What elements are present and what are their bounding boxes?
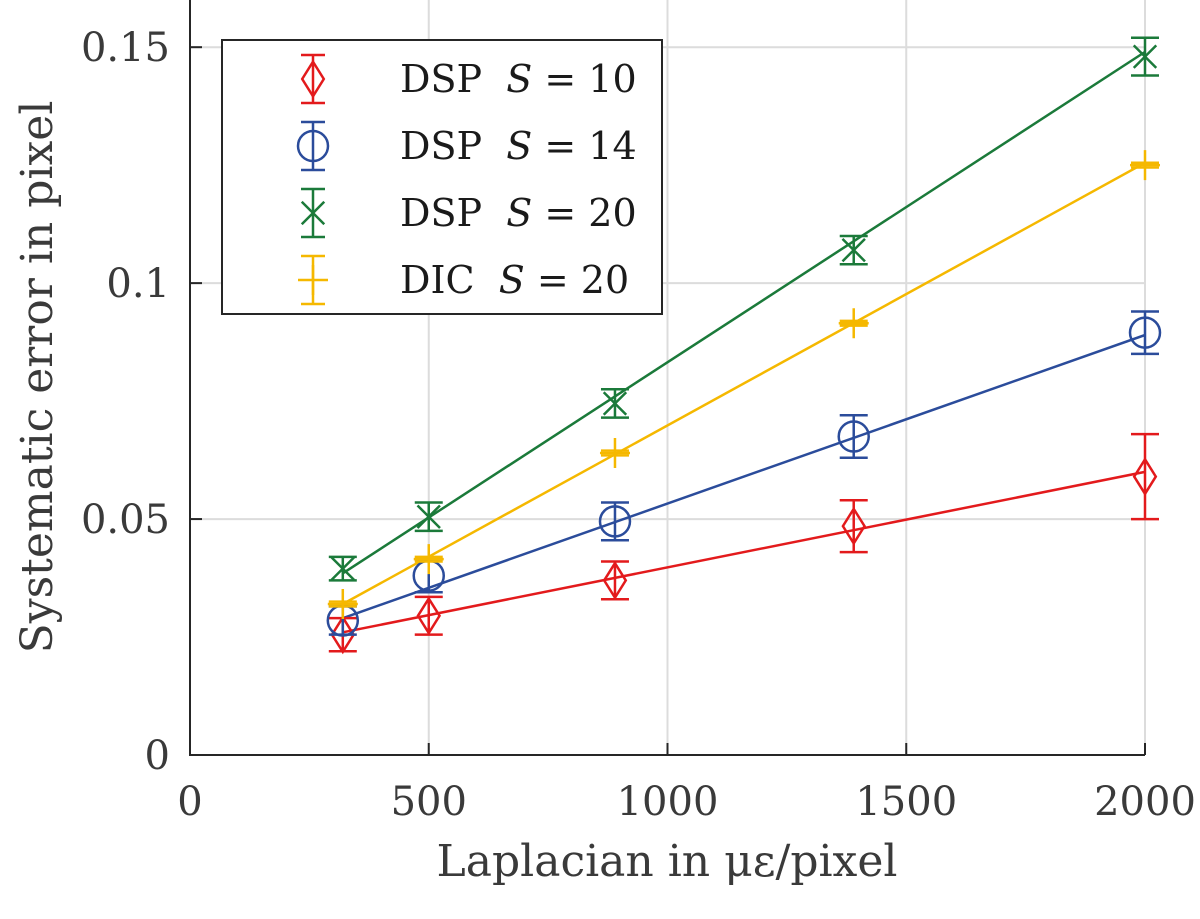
y-tick-label: 0 [145, 733, 170, 779]
plus-marker [599, 438, 630, 468]
legend-item-4: DIC S = 20 [298, 254, 629, 306]
data-point [837, 414, 870, 459]
data-point [600, 560, 629, 601]
data-point [1131, 36, 1159, 77]
diamond-marker [602, 560, 628, 601]
data-point [328, 555, 357, 582]
legend-label-prefix: DSP [400, 57, 506, 101]
circle-marker [598, 505, 632, 538]
plus-marker [838, 308, 869, 339]
x-axis-title: Laplacian in με/pixel [437, 836, 898, 887]
data-point [839, 498, 868, 554]
data-point [327, 589, 358, 619]
legend-label-value: = 14 [532, 124, 636, 168]
fit-line-1 [342, 470, 1146, 634]
series-3 [328, 36, 1159, 582]
x-marker [841, 237, 866, 263]
plus-marker [327, 589, 358, 619]
diamond-marker [416, 596, 442, 636]
data-point [838, 308, 869, 339]
y-tick-label: 0.1 [106, 261, 170, 307]
x-marker [416, 504, 441, 529]
data-point [413, 544, 444, 575]
legend-label: DSP S = 10 [400, 57, 637, 101]
x-tick-label: 500 [391, 779, 467, 825]
x-tick-label: 1500 [855, 779, 957, 825]
legend-item-1: DSP S = 10 [300, 53, 637, 105]
data-point [598, 501, 632, 542]
legend-label: DSP S = 20 [400, 191, 637, 235]
x-tick-labels: 0 500 1000 1500 2000 [177, 779, 1196, 825]
axis-ticks [189, 46, 1146, 756]
legend-item-2: DSP S = 14 [296, 120, 637, 172]
diamond-marker [330, 615, 356, 655]
y-axis-title: Systematic error in pixel [12, 101, 63, 654]
circle-marker [296, 129, 330, 163]
legend-label-value: = 20 [525, 258, 629, 302]
plus-marker [298, 265, 328, 295]
legend-label: DSP S = 14 [400, 124, 637, 168]
legend-label-prefix: DIC [400, 258, 499, 302]
data-point [1130, 150, 1160, 181]
x-marker [602, 391, 628, 416]
data-point [1131, 432, 1159, 521]
fit-line-4 [342, 161, 1146, 606]
data-point [599, 438, 630, 468]
legend-label-variable: S [506, 191, 532, 235]
data-point [839, 234, 868, 266]
x-tick-label: 0 [177, 779, 202, 825]
series-4 [327, 150, 1160, 619]
legend-label: DIC S = 20 [400, 258, 629, 302]
y-tick-labels: 0 0.05 0.1 0.15 [81, 25, 170, 779]
fit-line-2 [342, 333, 1146, 620]
legend-label-value: = 10 [532, 57, 636, 101]
x-marker [1132, 44, 1158, 69]
legend-label-variable: S [499, 258, 525, 302]
x-marker [300, 200, 326, 226]
legend-label-value: = 20 [532, 191, 636, 235]
plus-marker [413, 544, 444, 575]
y-tick-label: 0.15 [81, 25, 170, 71]
legend-label-prefix: DSP [400, 124, 506, 168]
diamond-marker [300, 59, 326, 99]
circle-marker [837, 420, 870, 453]
circle-marker [1128, 316, 1162, 349]
data-point [600, 388, 629, 419]
y-tick-label: 0.05 [81, 497, 170, 543]
data-point [414, 501, 443, 533]
fit-lines [342, 50, 1146, 634]
legend-item-3: DSP S = 20 [300, 187, 637, 239]
x-tick-label: 1000 [617, 779, 719, 825]
x-marker [330, 556, 355, 581]
legend-label-prefix: DSP [400, 191, 506, 235]
legend-box [221, 39, 663, 315]
data-point [414, 595, 443, 636]
x-tick-label: 2000 [1094, 779, 1196, 825]
fit-line-3 [342, 50, 1146, 575]
diamond-marker [841, 506, 866, 546]
data-markers [326, 36, 1162, 655]
data-point [1128, 310, 1162, 356]
diamond-marker [1132, 456, 1158, 497]
plus-marker [1130, 150, 1160, 181]
legend-label-variable: S [506, 57, 532, 101]
legend-label-variable: S [506, 124, 532, 168]
